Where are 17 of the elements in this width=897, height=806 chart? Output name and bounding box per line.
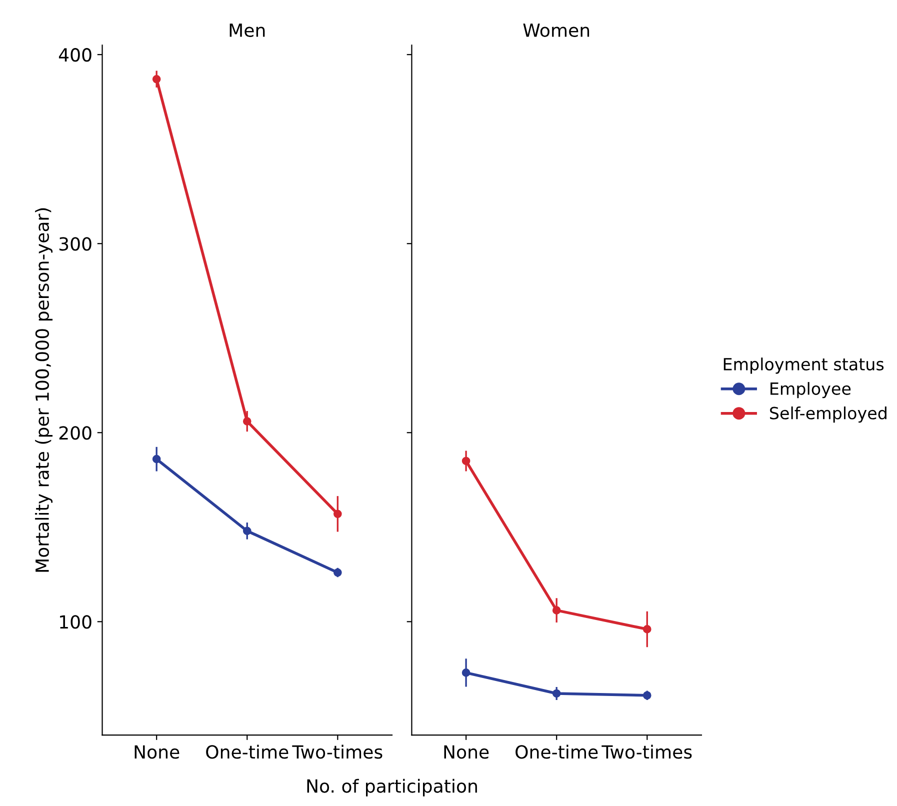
legend-label: Self-employed <box>770 406 886 423</box>
legend-label: Employee <box>770 382 851 398</box>
y-tick-label: 300 <box>59 237 92 251</box>
y-tick-label: 400 <box>58 48 92 62</box>
legend-title: Employment status <box>724 358 884 374</box>
x-tick-label: None <box>444 745 489 759</box>
y-tick-label: 200 <box>59 426 92 440</box>
y-axis-title: Mortality rate (per 100,000 person-year) <box>35 208 53 572</box>
y-tick-label: 100 <box>60 615 92 629</box>
x-tick-label: Two-times <box>602 744 692 759</box>
x-tick-label: One-time <box>516 744 598 759</box>
x-axis-title: No. of participation <box>307 778 477 796</box>
x-tick-label: One-time <box>206 744 288 759</box>
x-tick-label: Two-times <box>292 744 382 759</box>
x-tick-label: None <box>134 745 180 759</box>
chart-title: Men <box>230 24 265 38</box>
chart-title: Women <box>523 24 590 38</box>
